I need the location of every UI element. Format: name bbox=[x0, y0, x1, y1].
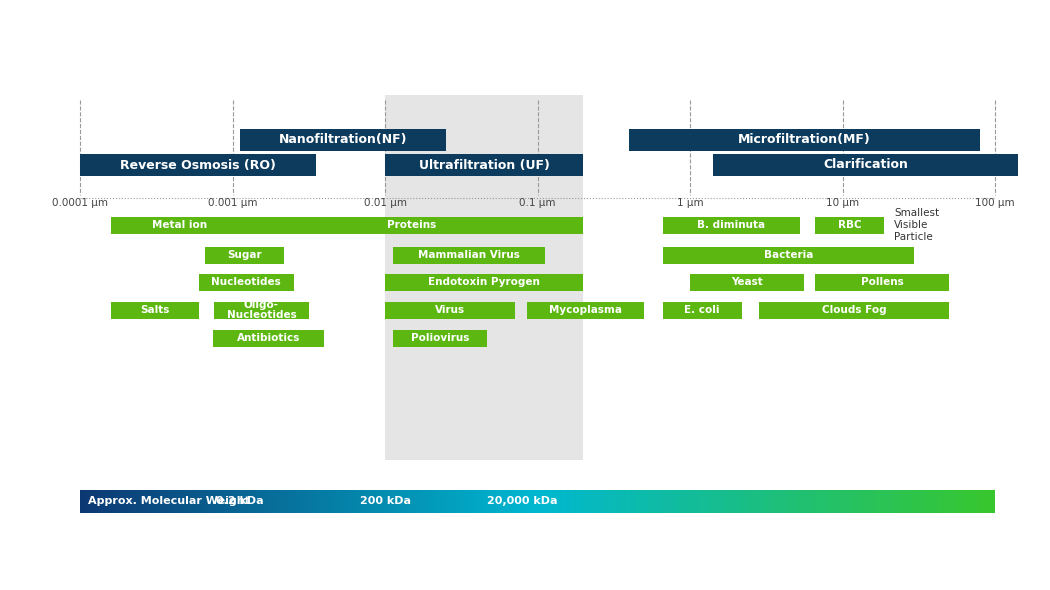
Text: RBC: RBC bbox=[838, 220, 861, 230]
Text: Mycoplasma: Mycoplasma bbox=[549, 305, 622, 315]
Text: 1 μm: 1 μm bbox=[676, 198, 704, 208]
Text: Proteins: Proteins bbox=[387, 220, 437, 230]
Text: Poliovirus: Poliovirus bbox=[411, 333, 469, 343]
Text: Salts: Salts bbox=[140, 305, 169, 315]
Bar bbox=[690, 274, 804, 290]
Text: 0.0001 μm: 0.0001 μm bbox=[52, 198, 108, 208]
Text: Pollens: Pollens bbox=[861, 277, 903, 287]
Text: 0.01 μm: 0.01 μm bbox=[363, 198, 406, 208]
Text: 10 μm: 10 μm bbox=[826, 198, 859, 208]
Text: Nucleotides: Nucleotides bbox=[211, 277, 281, 287]
Text: Endotoxin Pyrogen: Endotoxin Pyrogen bbox=[428, 277, 540, 287]
Bar bbox=[213, 329, 324, 346]
Bar bbox=[110, 301, 198, 319]
Bar bbox=[385, 301, 514, 319]
Text: Clouds Fog: Clouds Fog bbox=[821, 305, 886, 315]
Text: Sugar: Sugar bbox=[228, 250, 262, 260]
Text: Smallest
Visible
Particle: Smallest Visible Particle bbox=[895, 208, 940, 241]
Text: Mammalian Virus: Mammalian Virus bbox=[418, 250, 520, 260]
Text: Microfiltration(MF): Microfiltration(MF) bbox=[738, 133, 870, 146]
Bar bbox=[663, 247, 915, 264]
Text: 0.2 kDa: 0.2 kDa bbox=[216, 497, 264, 506]
Bar bbox=[240, 217, 583, 234]
Text: 200 kDa: 200 kDa bbox=[359, 497, 411, 506]
Text: 0.001 μm: 0.001 μm bbox=[208, 198, 257, 208]
Text: Antibiotics: Antibiotics bbox=[236, 333, 300, 343]
Bar bbox=[205, 247, 285, 264]
Text: Clarification: Clarification bbox=[823, 159, 908, 172]
Bar bbox=[385, 95, 583, 460]
Bar bbox=[663, 217, 800, 234]
Text: Virus: Virus bbox=[435, 305, 465, 315]
Text: Yeast: Yeast bbox=[731, 277, 763, 287]
Bar bbox=[385, 154, 583, 176]
Bar bbox=[240, 129, 446, 151]
Text: Approx. Molecular Weight: Approx. Molecular Weight bbox=[88, 497, 250, 506]
Text: Reverse Osmosis (RO): Reverse Osmosis (RO) bbox=[121, 159, 276, 172]
Bar bbox=[713, 154, 1017, 176]
Text: Bacteria: Bacteria bbox=[763, 250, 813, 260]
Bar bbox=[110, 217, 248, 234]
Text: 20,000 kDa: 20,000 kDa bbox=[487, 497, 558, 506]
Text: Metal ion: Metal ion bbox=[151, 220, 207, 230]
Bar bbox=[758, 301, 949, 319]
Text: E. coli: E. coli bbox=[685, 305, 720, 315]
Bar bbox=[393, 247, 545, 264]
Text: 100 μm: 100 μm bbox=[975, 198, 1014, 208]
Bar bbox=[629, 129, 980, 151]
Text: Nanofiltration(NF): Nanofiltration(NF) bbox=[279, 133, 407, 146]
Bar bbox=[527, 301, 645, 319]
Text: Oligo-
Nucleotides: Oligo- Nucleotides bbox=[227, 300, 296, 320]
Bar bbox=[393, 329, 487, 346]
Bar bbox=[815, 217, 884, 234]
Bar bbox=[198, 274, 294, 290]
Text: 0.1 μm: 0.1 μm bbox=[520, 198, 555, 208]
Bar bbox=[663, 301, 742, 319]
Bar bbox=[385, 274, 583, 290]
Bar bbox=[815, 274, 949, 290]
Bar bbox=[214, 301, 309, 319]
Bar bbox=[80, 154, 316, 176]
Text: Ultrafiltration (UF): Ultrafiltration (UF) bbox=[419, 159, 549, 172]
Text: B. diminuta: B. diminuta bbox=[697, 220, 765, 230]
